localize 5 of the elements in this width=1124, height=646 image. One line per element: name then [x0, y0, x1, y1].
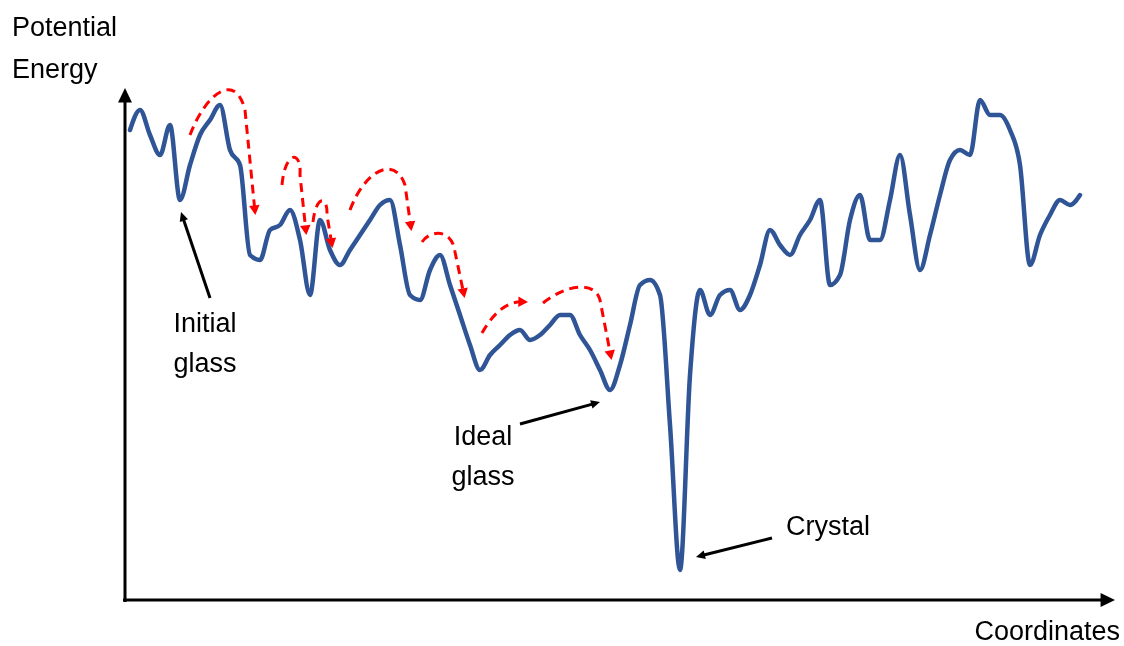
annotation: Crystal: [785, 511, 871, 541]
annotation: Initial glass: [173, 308, 237, 378]
annotation: Ideal glass: [451, 421, 515, 491]
x-axis-title: Coordinates: [974, 616, 1120, 646]
y-axis-title: Potential Energy: [12, 12, 118, 84]
